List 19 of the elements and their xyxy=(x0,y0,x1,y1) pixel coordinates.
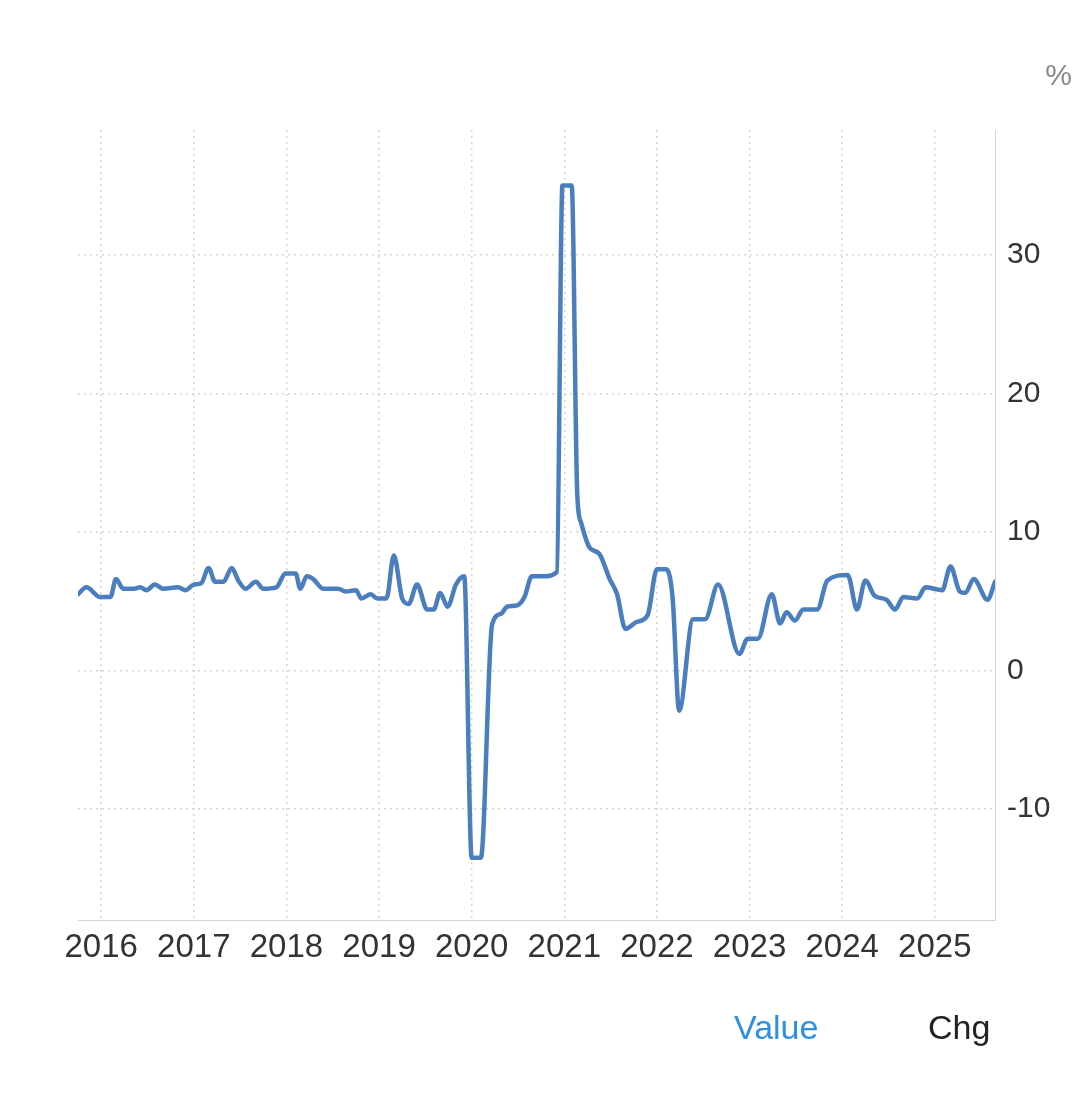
x-tick-label: 2019 xyxy=(342,926,416,964)
x-tick-label: 2021 xyxy=(527,926,601,964)
y-tick-label: 10 xyxy=(1007,513,1041,547)
x-tick-label: 2016 xyxy=(64,926,138,964)
text: Value xyxy=(734,1008,819,1047)
x-tick-label: 2024 xyxy=(805,926,879,964)
x-tick-label: 2022 xyxy=(620,926,694,964)
x-tick-label: 2018 xyxy=(249,926,324,964)
x-tick-label: 2020 xyxy=(434,926,509,964)
text: Chg xyxy=(928,1008,991,1047)
y-tick-label: 0 xyxy=(1007,651,1024,685)
y-tick-label: 20 xyxy=(1007,374,1041,408)
y-tick-label: -10 xyxy=(1007,790,1051,824)
x-tick-label: 2023 xyxy=(712,926,787,964)
y-tick-label: 30 xyxy=(1007,236,1041,269)
y-axis-title: % xyxy=(1045,58,1072,92)
x-tick-label: 2025 xyxy=(898,926,972,964)
x-tick-label: 2017 xyxy=(157,926,231,964)
line-series xyxy=(78,183,995,860)
